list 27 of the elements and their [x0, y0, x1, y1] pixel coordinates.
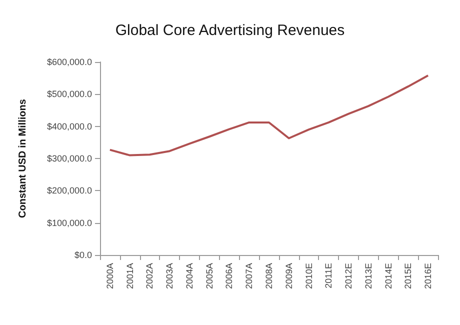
- x-tick-label: 2009A: [284, 263, 294, 290]
- x-tick-label: 2004A: [184, 263, 194, 290]
- y-tick-label: $100,000.0: [46, 218, 92, 228]
- x-tick-label: 2012E: [344, 263, 354, 290]
- x-tick-label: 2011E: [324, 263, 334, 288]
- x-tick-label: 2010E: [304, 263, 314, 290]
- x-tick-label: 2001A: [124, 263, 135, 290]
- x-tick-label: 2008A: [264, 263, 274, 290]
- y-axis-title: Constant USD in Millions: [18, 98, 28, 218]
- x-tick-label: 2007A: [244, 263, 254, 290]
- line-series: [108, 74, 430, 156]
- y-tick-label: $300,000.0: [46, 154, 92, 164]
- x-tick-label: 2003A: [164, 263, 175, 290]
- y-tick-label: $200,000.0: [46, 186, 92, 196]
- y-tick-label: $500,000.0: [46, 89, 92, 100]
- x-tick-label: 2013E: [363, 263, 374, 290]
- x-tick-label: 2015E: [403, 263, 414, 290]
- x-tick-label: 2014E: [383, 263, 394, 290]
- y-tick-label: $600,000.0: [46, 57, 92, 67]
- x-tick-label: 2016E: [423, 263, 434, 290]
- chart-title: Global Core Advertising Revenues: [115, 22, 345, 39]
- x-tick-label: 2006A: [224, 263, 234, 290]
- x-tick-label: 2005A: [204, 263, 214, 290]
- y-tick-label: $0.0: [74, 250, 92, 260]
- x-tick-label: 2000A: [104, 263, 115, 290]
- x-tick-label: 2002A: [144, 263, 155, 290]
- y-tick-label: $400,000.0: [46, 121, 92, 132]
